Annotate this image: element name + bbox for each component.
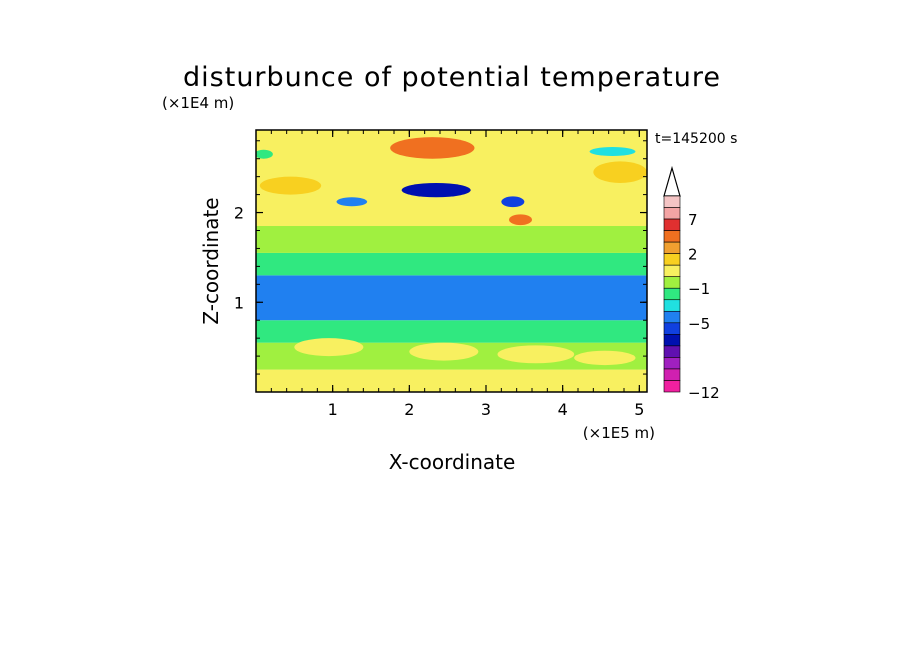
x-tick-label: 1 (328, 400, 338, 419)
colorbar-swatch-12 (663, 334, 681, 347)
colorbar-swatch-1 (663, 207, 681, 220)
colorbar-swatch-6 (663, 264, 681, 278)
colorbar-swatch-0 (663, 195, 681, 208)
colorbar-swatch-11 (663, 322, 681, 335)
field-feature-5 (593, 161, 647, 183)
colorbar-swatch-15 (663, 368, 681, 381)
colorbar-swatch-7 (663, 276, 681, 289)
time-label: t=145200 s (655, 131, 737, 147)
chart-title: disturbunce of potential temperature (183, 62, 721, 93)
colorbar-top-arrow (663, 165, 681, 197)
field-feature-4 (509, 214, 532, 226)
y-tick-label: 1 (234, 293, 244, 312)
field-feature-1 (501, 196, 525, 208)
field-feature-3 (390, 137, 475, 159)
field-feature-2 (336, 197, 368, 207)
colorbar-swatch-13 (663, 345, 681, 358)
field-feature-8 (256, 149, 273, 159)
colorbar-swatch-16 (663, 380, 681, 393)
plot-area (256, 130, 647, 392)
field-feature-10 (409, 342, 479, 361)
colorbar-swatch-2 (663, 218, 681, 231)
x-tick-label: 4 (558, 400, 568, 419)
y-tick-label: 2 (234, 204, 244, 223)
field-feature-12 (574, 350, 636, 366)
colorbar-swatch-8 (663, 287, 681, 301)
colorbar-label: 7 (688, 211, 698, 229)
field-band-2 (256, 320, 647, 343)
field-feature-7 (589, 147, 636, 157)
x-tick-label: 5 (634, 400, 644, 419)
field-feature-9 (294, 338, 364, 357)
x-tick-label: 3 (481, 400, 491, 419)
x-axis-label: X-coordinate (389, 450, 516, 474)
field-band-4 (256, 252, 647, 276)
colorbar-swatch-3 (663, 230, 681, 243)
colorbar-swatch-14 (663, 357, 681, 370)
colorbar-swatch-9 (663, 299, 681, 312)
y-axis-label: Z-coordinate (199, 197, 223, 324)
colorbar-label: −1 (688, 280, 710, 298)
plot-frame (255, 129, 648, 393)
colorbar-label: −12 (688, 384, 720, 402)
field-feature-0 (401, 182, 471, 198)
field-band-0 (256, 369, 647, 392)
colorbar-label: 2 (688, 246, 698, 264)
field-band-3 (256, 275, 647, 321)
field-feature-6 (259, 176, 322, 195)
field-feature-11 (497, 345, 575, 364)
colorbar-label: −5 (688, 315, 710, 333)
colorbar-swatch-10 (663, 310, 681, 324)
y-unit-label: (×1E4 m) (162, 94, 234, 112)
x-unit-label: (×1E5 m) (583, 424, 655, 442)
x-tick-label: 2 (404, 400, 414, 419)
colorbar: 7 2 −1 −5 −12 (663, 165, 720, 402)
colorbar-swatch-5 (663, 253, 681, 266)
field-band-5 (256, 226, 647, 253)
colorbar-swatch-4 (663, 241, 681, 254)
